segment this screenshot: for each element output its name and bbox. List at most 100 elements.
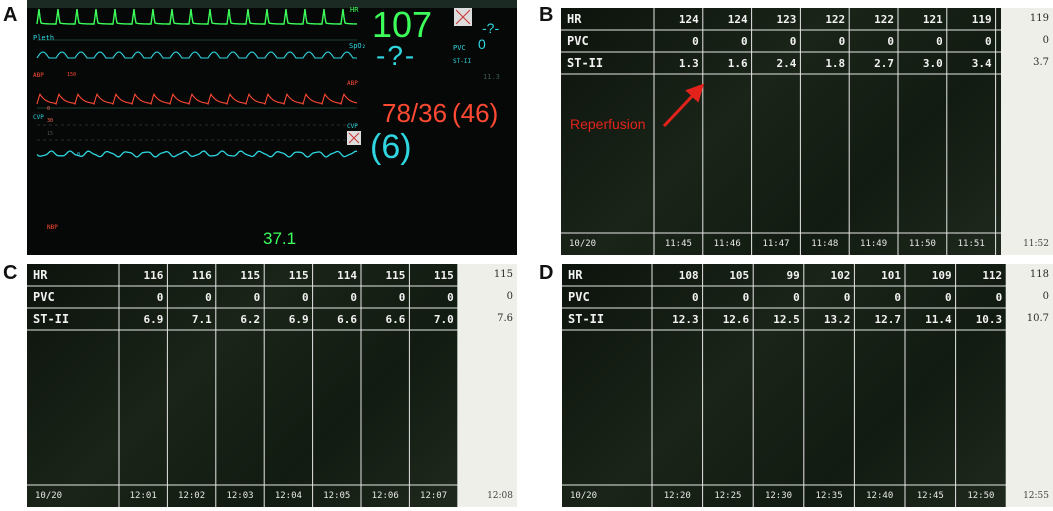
cell-pvc: 0 [984, 35, 992, 48]
time-cell: 12:35 [815, 491, 843, 501]
cell-hr: 105 [729, 269, 750, 282]
cell-pvc: 0 [944, 291, 952, 304]
pvc-label: PVC [453, 44, 466, 52]
cell-st: 6.2 [240, 313, 261, 326]
panel-label-d: D [539, 262, 554, 284]
spo2-value: -?- [376, 40, 417, 71]
cell-hr: 122 [825, 13, 846, 26]
trend-grid-b [561, 8, 1001, 255]
cell-st: 12.6 [722, 313, 750, 326]
reperfusion-arrow-icon [662, 83, 705, 128]
extra-pvc-value: 0 [506, 291, 513, 302]
hr-label: HR [350, 6, 359, 14]
st-label: ST-II [453, 58, 472, 65]
time-cell: 11:45 [664, 239, 692, 249]
time-cell: 12:25 [714, 491, 742, 501]
cell-hr: 109 [931, 269, 952, 282]
cell-st: 12.7 [874, 313, 901, 326]
cell-st: 1.3 [678, 57, 699, 70]
time-cell: 12:30 [764, 491, 793, 501]
cell-st: 3.4 [971, 57, 992, 70]
row-label-pvc: PVC [567, 34, 589, 48]
monitor-waveforms [27, 0, 517, 158]
cell-hr: 124 [678, 13, 699, 26]
extra-time-value: 12:55 [1023, 491, 1049, 501]
cvp-value: (6) [370, 128, 412, 166]
cell-st: 6.6 [337, 313, 357, 326]
time-cell: 11:48 [811, 239, 839, 249]
row-label-hr: HR [33, 268, 48, 282]
time-cell: 12:07 [420, 491, 448, 501]
cell-st: 12.5 [773, 313, 800, 326]
cell-hr: 116 [143, 269, 164, 282]
extra-st-value: 7.6 [497, 313, 513, 324]
row-label-st: ST-II [33, 312, 70, 326]
date-label: 10/20 [570, 491, 598, 501]
abp-waveform [36, 92, 358, 105]
cell-hr: 123 [776, 13, 797, 26]
st-small-value: 11.3 [483, 73, 500, 81]
date-label: 10/20 [569, 239, 597, 249]
row-label-hr: HR [568, 268, 583, 282]
time-cell: 12:05 [323, 491, 351, 501]
time-cell: 11:51 [957, 239, 985, 249]
reperfusion-annotation: Reperfusion [570, 116, 646, 132]
monitor-screen: Pleth ABP 150 CVP 30 15 0 0 HR SpO₂ ABP … [27, 0, 517, 255]
time-cell: 11:50 [908, 239, 936, 249]
extra-hr-value: 119 [1029, 13, 1049, 24]
cell-pvc: 0 [793, 291, 800, 304]
cell-hr: 101 [881, 269, 901, 282]
panel-label-c: C [3, 262, 18, 284]
extra-pvc-value: 0 [1042, 291, 1049, 302]
cell-hr: 116 [191, 269, 212, 282]
cvp-zero: 0 [77, 152, 81, 158]
time-cell: 12:20 [663, 491, 691, 501]
cell-st: 6.9 [288, 313, 309, 326]
cell-hr: 121 [922, 13, 943, 26]
pleth-waveform [36, 51, 357, 59]
trend-extra-column-b: 119 0 3.7 11:52 [1001, 8, 1053, 255]
abp-right-label: ABP [347, 80, 358, 87]
extra-time-value: 11:52 [1023, 239, 1049, 249]
trend-panel-b: HR PVC ST-II 124 124 123 122 122 121 119 0 0 0 0 0 0 0 1.… [561, 8, 1001, 255]
cell-pvc: 0 [936, 35, 943, 48]
cell-pvc: 0 [692, 35, 699, 48]
cell-pvc: 0 [205, 291, 212, 304]
cell-st: 12.3 [672, 313, 699, 326]
spo2-label: SpO₂ [349, 42, 366, 50]
extra-st-value: 10.7 [1026, 313, 1049, 324]
cell-hr: 122 [874, 13, 894, 26]
time-cell: 11:46 [713, 239, 741, 249]
hr-value: 107 [372, 4, 433, 45]
cell-st: 7.1 [191, 313, 212, 326]
cell-pvc: 0 [740, 35, 748, 48]
trend-panel-d: HR PVC ST-II 108 105 99 102 101 109 112 0 0 0 0 0 0 0 12.… [562, 264, 1006, 507]
time-cell: 12:06 [371, 491, 399, 501]
cell-pvc: 0 [995, 291, 1003, 304]
cell-hr: 115 [288, 269, 309, 282]
cell-pvc: 0 [253, 291, 261, 304]
time-cell: 12:01 [129, 491, 157, 501]
cell-st: 3.0 [922, 57, 943, 70]
cell-hr: 119 [971, 13, 992, 26]
extra-time-value: 12:08 [487, 491, 513, 501]
cvp-waveform [36, 150, 358, 158]
trend-grid-d [562, 264, 1006, 507]
cell-st: 1.8 [825, 57, 846, 70]
extra-st-value: 3.7 [1033, 57, 1049, 68]
cell-pvc: 0 [843, 291, 851, 304]
time-cell: 11:47 [762, 239, 790, 249]
trend-panel-c: HR PVC ST-II 116 116 115 115 114 115 115 0 0 0 0 0 0 0 6.… [27, 264, 458, 507]
cell-hr: 115 [385, 269, 406, 282]
cell-hr: 114 [337, 269, 357, 282]
cvp-scale: 30 [47, 118, 54, 124]
cell-st: 2.7 [874, 57, 894, 70]
pvc-value: 0 [478, 36, 486, 52]
cell-pvc: 0 [894, 291, 901, 304]
cell-st: 13.2 [823, 313, 851, 326]
cell-pvc: 0 [887, 35, 894, 48]
cell-pvc: 0 [350, 291, 357, 304]
cell-st: 11.4 [925, 313, 952, 326]
abp-value: 78/36 [382, 98, 448, 128]
temp-value: 37.1 [263, 229, 297, 248]
